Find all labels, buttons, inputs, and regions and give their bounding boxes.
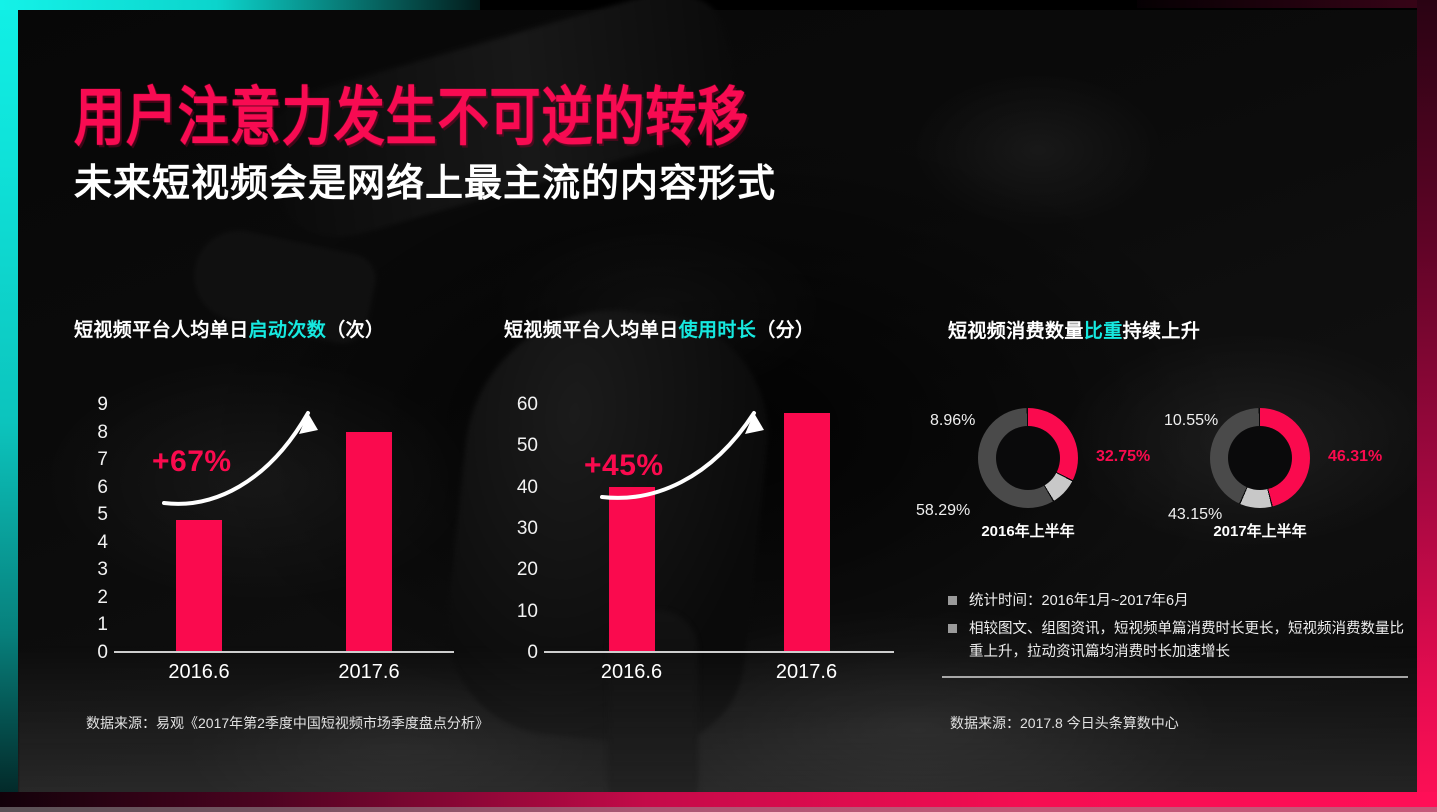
- donut-segment-label: 58.29%: [916, 502, 971, 519]
- y-axis-labels: 60 50 40 30 20 10 0: [504, 394, 538, 663]
- y-tick-label: 4: [97, 531, 108, 553]
- growth-badge-45: +45%: [584, 449, 664, 482]
- title-suffix: （分）: [756, 320, 815, 341]
- title-prefix: 短视频平台人均单日: [504, 320, 679, 341]
- source-note-left: 数据来源：易观《2017年第2季度中国短视频市场季度盘点分析》: [86, 715, 489, 731]
- list-item: 相较图文、组图资讯，短视频单篇消费时长更长，短视频消费数量比重上升，拉动资讯篇均…: [948, 618, 1408, 663]
- left-cyan-border: [0, 0, 18, 812]
- y-tick-label: 60: [516, 394, 538, 415]
- bar: [176, 519, 222, 651]
- x-tick-label: 2016.6: [168, 661, 230, 683]
- background-photo: [18, 0, 1419, 812]
- y-tick-label: 7: [97, 449, 108, 471]
- x-tick-label: 2017.6: [338, 661, 400, 683]
- growth-badge-67: +67%: [152, 445, 232, 478]
- list-item-text: 统计时间：2016年1月~2017年6月: [969, 593, 1189, 609]
- donut-chart: 46.31% 10.55% 43.15% 2017年上半年: [1164, 408, 1382, 548]
- y-tick-label: 5: [97, 504, 108, 526]
- plot-area: [114, 405, 454, 653]
- x-axis-baseline: [544, 651, 894, 653]
- donut-ring: [978, 408, 1078, 508]
- x-axis-baseline: [114, 651, 454, 653]
- y-tick-label: 30: [516, 518, 538, 539]
- donut-segment-label: 46.31%: [1328, 448, 1383, 465]
- right-pink-border: [1417, 0, 1437, 812]
- donut-chart: 32.75% 8.96% 58.29% 2016年上半年: [916, 408, 1150, 548]
- y-tick-label: 10: [516, 600, 538, 622]
- list-item: 统计时间：2016年1月~2017年6月: [948, 590, 1408, 612]
- donut-ring: [1210, 408, 1310, 508]
- top-pink-border: [1137, 0, 1437, 8]
- square-bullet-icon: [948, 596, 957, 605]
- y-tick-label: 8: [97, 421, 108, 443]
- plot-area: [544, 405, 894, 653]
- x-tick-label: 2016.6: [600, 661, 663, 683]
- slide-headline: 用户注意力发生不可逆的转移: [74, 81, 750, 156]
- top-cyan-border: [0, 0, 480, 10]
- donut-segment-label: 43.15%: [1168, 506, 1223, 523]
- chart-title-consumption-share: 短视频消费数量比重持续上升: [948, 316, 1200, 343]
- square-bullet-icon: [948, 624, 957, 634]
- y-tick-label: 6: [97, 476, 108, 498]
- y-tick-label: 50: [516, 435, 538, 457]
- footer-divider: [942, 676, 1408, 678]
- stage-floor-highlight: [18, 644, 1419, 794]
- chart-title-launch-count: 短视频平台人均单日启动次数（次）: [74, 315, 384, 342]
- donut-segment-label: 32.75%: [1096, 448, 1151, 465]
- title-highlight: 比重: [1083, 321, 1123, 342]
- donut-caption: 2017年上半年: [1213, 523, 1307, 540]
- bar: [783, 413, 830, 651]
- bar-chart-launch-count: 9 8 7 6 5 4 3 2 1 0 +67% 2016.6 2017.6: [74, 394, 454, 695]
- y-tick-label: 40: [516, 476, 538, 498]
- title-prefix: 短视频消费数量: [948, 321, 1084, 342]
- title-suffix: 持续上升: [1122, 321, 1201, 342]
- y-axis-labels: 9 8 7 6 5 4 3 2 1 0: [74, 394, 108, 663]
- bottom-gray-line: [0, 807, 1437, 812]
- list-item-text: 相较图文、组图资讯，短视频单篇消费时长更长，短视频消费数量比重上升，拉动资讯篇均…: [969, 621, 1404, 660]
- y-tick-label: 0: [97, 642, 108, 663]
- y-tick-label: 0: [527, 642, 538, 663]
- bar: [608, 487, 655, 651]
- title-highlight: 启动次数: [248, 320, 327, 341]
- donut-caption: 2016年上半年: [981, 523, 1075, 540]
- donut-chart-group: 32.75% 8.96% 58.29% 2016年上半年 46.31% 10.55% 43.…: [916, 408, 1403, 558]
- title-suffix: （次）: [326, 320, 385, 341]
- title-prefix: 短视频平台人均单日: [74, 320, 249, 341]
- bar-chart-usage-duration: 60 50 40 30 20 10 0 +45% 2016.6 2017.6: [504, 394, 894, 695]
- slide-subheadline: 未来短视频会是网络上最主流的内容形式: [74, 161, 777, 205]
- y-tick-label: 20: [516, 559, 538, 581]
- bullet-list: 统计时间：2016年1月~2017年6月相较图文、组图资讯，短视频单篇消费时长更…: [948, 590, 1408, 669]
- donut-segment-label: 10.55%: [1164, 412, 1219, 429]
- y-tick-label: 3: [97, 559, 108, 581]
- y-tick-label: 1: [97, 614, 108, 636]
- y-tick-label: 9: [97, 394, 108, 415]
- title-highlight: 使用时长: [678, 320, 757, 341]
- source-note-right: 数据来源：2017.8 今日头条算数中心: [950, 715, 1179, 731]
- x-tick-label: 2017.6: [775, 661, 838, 683]
- donut-segment-label: 8.96%: [930, 412, 976, 429]
- y-tick-label: 2: [97, 586, 108, 608]
- chart-title-usage-duration: 短视频平台人均单日使用时长（分）: [504, 315, 814, 342]
- bar: [346, 432, 392, 651]
